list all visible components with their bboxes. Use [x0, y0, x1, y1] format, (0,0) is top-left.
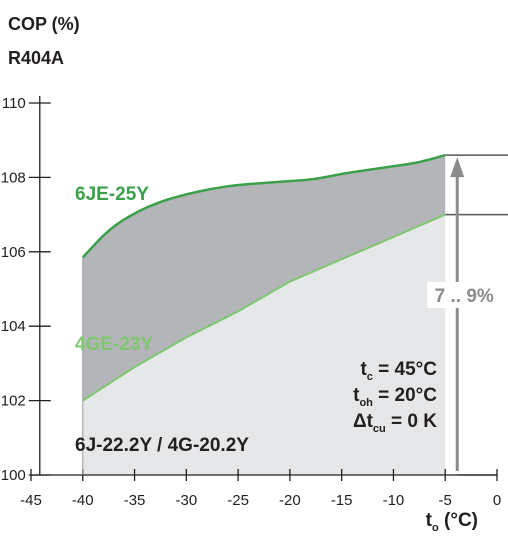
x-tick-label: -10 — [383, 492, 405, 509]
x-tick-label: -45 — [20, 492, 42, 509]
x-tick-label: -30 — [175, 492, 197, 509]
y-tick-label: 110 — [2, 95, 26, 112]
condition-cu: Δtcu = 0 K — [353, 411, 437, 435]
condition-c: tc = 45°C — [360, 359, 437, 383]
y-tick-label: 106 — [1, 244, 26, 261]
series-label-4ge-23y: 4GE-23Y — [75, 334, 153, 355]
y-tick-label: 102 — [1, 393, 26, 410]
x-tick-label: -15 — [331, 492, 353, 509]
baseline-label: 6J-22.2Y / 4G-20.2Y — [75, 435, 249, 456]
x-axis-label: to (°C) — [426, 510, 478, 534]
fill-layer — [82, 155, 446, 475]
y-tick-label: 104 — [1, 318, 26, 335]
x-tick-label: -5 — [439, 492, 452, 509]
series-label-6je-25y: 6JE-25Y — [75, 184, 149, 205]
y-tick-label: 100 — [1, 467, 26, 484]
chart-subtitle: R404A — [8, 48, 65, 68]
y-tick-label: 108 — [1, 169, 26, 186]
range-label-bg — [427, 282, 503, 308]
series-lines — [81, 153, 446, 475]
series-line-6je-25y — [81, 153, 446, 259]
range-annotation: 7 .. 9% — [435, 286, 494, 307]
x-tick-label: -35 — [124, 492, 146, 509]
x-tick-label: 0 — [493, 492, 501, 509]
annotation-layer — [427, 154, 508, 476]
improvement-area — [82, 155, 446, 401]
baseline-area — [82, 214, 446, 475]
condition-oh: toh = 20°C — [353, 385, 437, 409]
x-tick-label: -20 — [279, 492, 301, 509]
labels-layer: 100 102 104 106 108 110 -45 -40 -35 -30 -25 -20 -15 -… — [1, 95, 501, 534]
series-line-4ge-23y — [82, 213, 446, 402]
axes-layer — [28, 96, 498, 481]
x-tick-label: -40 — [72, 492, 94, 509]
range-arrow-head — [450, 157, 465, 178]
x-tick-label: -25 — [227, 492, 249, 509]
chart-title: COP (%) — [8, 14, 80, 34]
